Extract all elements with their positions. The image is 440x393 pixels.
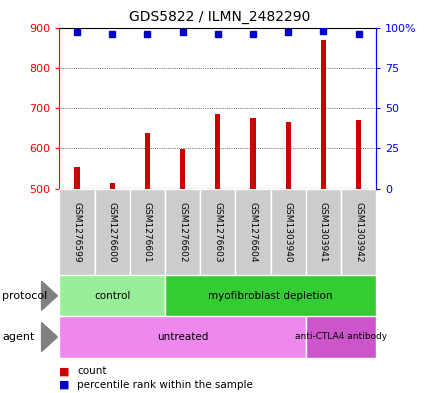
Bar [180,149,185,189]
Text: untreated: untreated [157,332,208,342]
Bar [235,189,271,275]
Bar [59,189,95,275]
Bar [200,189,235,275]
Bar [306,189,341,275]
Text: percentile rank within the sample: percentile rank within the sample [77,380,253,390]
Bar [286,122,291,189]
Bar [250,118,256,189]
Bar [59,275,165,316]
Text: protocol: protocol [2,291,48,301]
Text: agent: agent [2,332,35,342]
Text: count: count [77,366,106,376]
Bar [341,189,376,275]
Text: GSM1276603: GSM1276603 [213,202,222,262]
Polygon shape [42,281,58,310]
Text: ■: ■ [59,380,70,390]
Text: myofibroblast depletion: myofibroblast depletion [209,291,333,301]
Text: GSM1303940: GSM1303940 [284,202,293,262]
Text: ■: ■ [59,366,70,376]
Text: GSM1276601: GSM1276601 [143,202,152,262]
Text: GSM1276600: GSM1276600 [108,202,117,262]
Text: GDS5822 / ILMN_2482290: GDS5822 / ILMN_2482290 [129,10,311,24]
Bar [59,316,306,358]
Text: GSM1303941: GSM1303941 [319,202,328,262]
Bar [145,134,150,189]
Text: GSM1276602: GSM1276602 [178,202,187,262]
Bar [130,189,165,275]
Bar [165,275,376,316]
Text: anti-CTLA4 antibody: anti-CTLA4 antibody [295,332,387,342]
Bar [321,40,326,189]
Bar [165,189,200,275]
Text: GSM1276604: GSM1276604 [249,202,257,262]
Bar [306,316,376,358]
Bar [110,183,115,189]
Bar [271,189,306,275]
Text: GSM1303942: GSM1303942 [354,202,363,262]
Bar [356,120,361,189]
Text: control: control [94,291,130,301]
Text: GSM1276599: GSM1276599 [73,202,81,262]
Bar [215,114,220,189]
Polygon shape [42,323,58,351]
Bar [74,167,80,189]
Bar [95,189,130,275]
